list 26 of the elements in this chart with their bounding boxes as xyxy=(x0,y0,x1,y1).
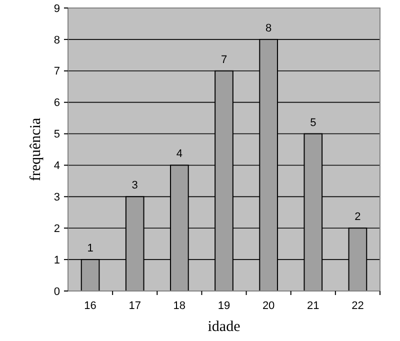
data-label: 8 xyxy=(266,22,272,34)
x-axis-title: idade xyxy=(208,319,241,335)
y-tick-label: 2 xyxy=(54,222,60,235)
x-tick-label: 22 xyxy=(352,300,364,312)
y-tick-label: 9 xyxy=(54,2,60,15)
x-tick-label: 16 xyxy=(84,300,96,312)
y-tick-label: 4 xyxy=(54,160,60,172)
x-tick-label: 17 xyxy=(128,300,141,312)
data-label: 7 xyxy=(220,54,228,66)
y-tick-label: 8 xyxy=(54,34,60,46)
data-label: 4 xyxy=(176,148,182,160)
x-tick-label: 18 xyxy=(173,300,186,312)
y-tick-label: 7 xyxy=(54,66,60,78)
y-tick-label: 6 xyxy=(54,97,60,110)
y-tick-label: 3 xyxy=(54,192,60,204)
y-tick-label: 1 xyxy=(54,254,60,266)
data-label: 1 xyxy=(87,242,94,255)
x-tick-label: 19 xyxy=(218,300,230,312)
y-tick-label: 0 xyxy=(54,286,60,298)
x-tick-label: 21 xyxy=(307,300,320,312)
data-label: 3 xyxy=(132,180,138,192)
x-tick-label: 20 xyxy=(262,300,275,312)
data-label: 5 xyxy=(310,116,316,129)
y-tick-label: 5 xyxy=(54,128,60,141)
data-label: 2 xyxy=(354,211,361,224)
y-axis-title: frequência xyxy=(28,118,44,182)
